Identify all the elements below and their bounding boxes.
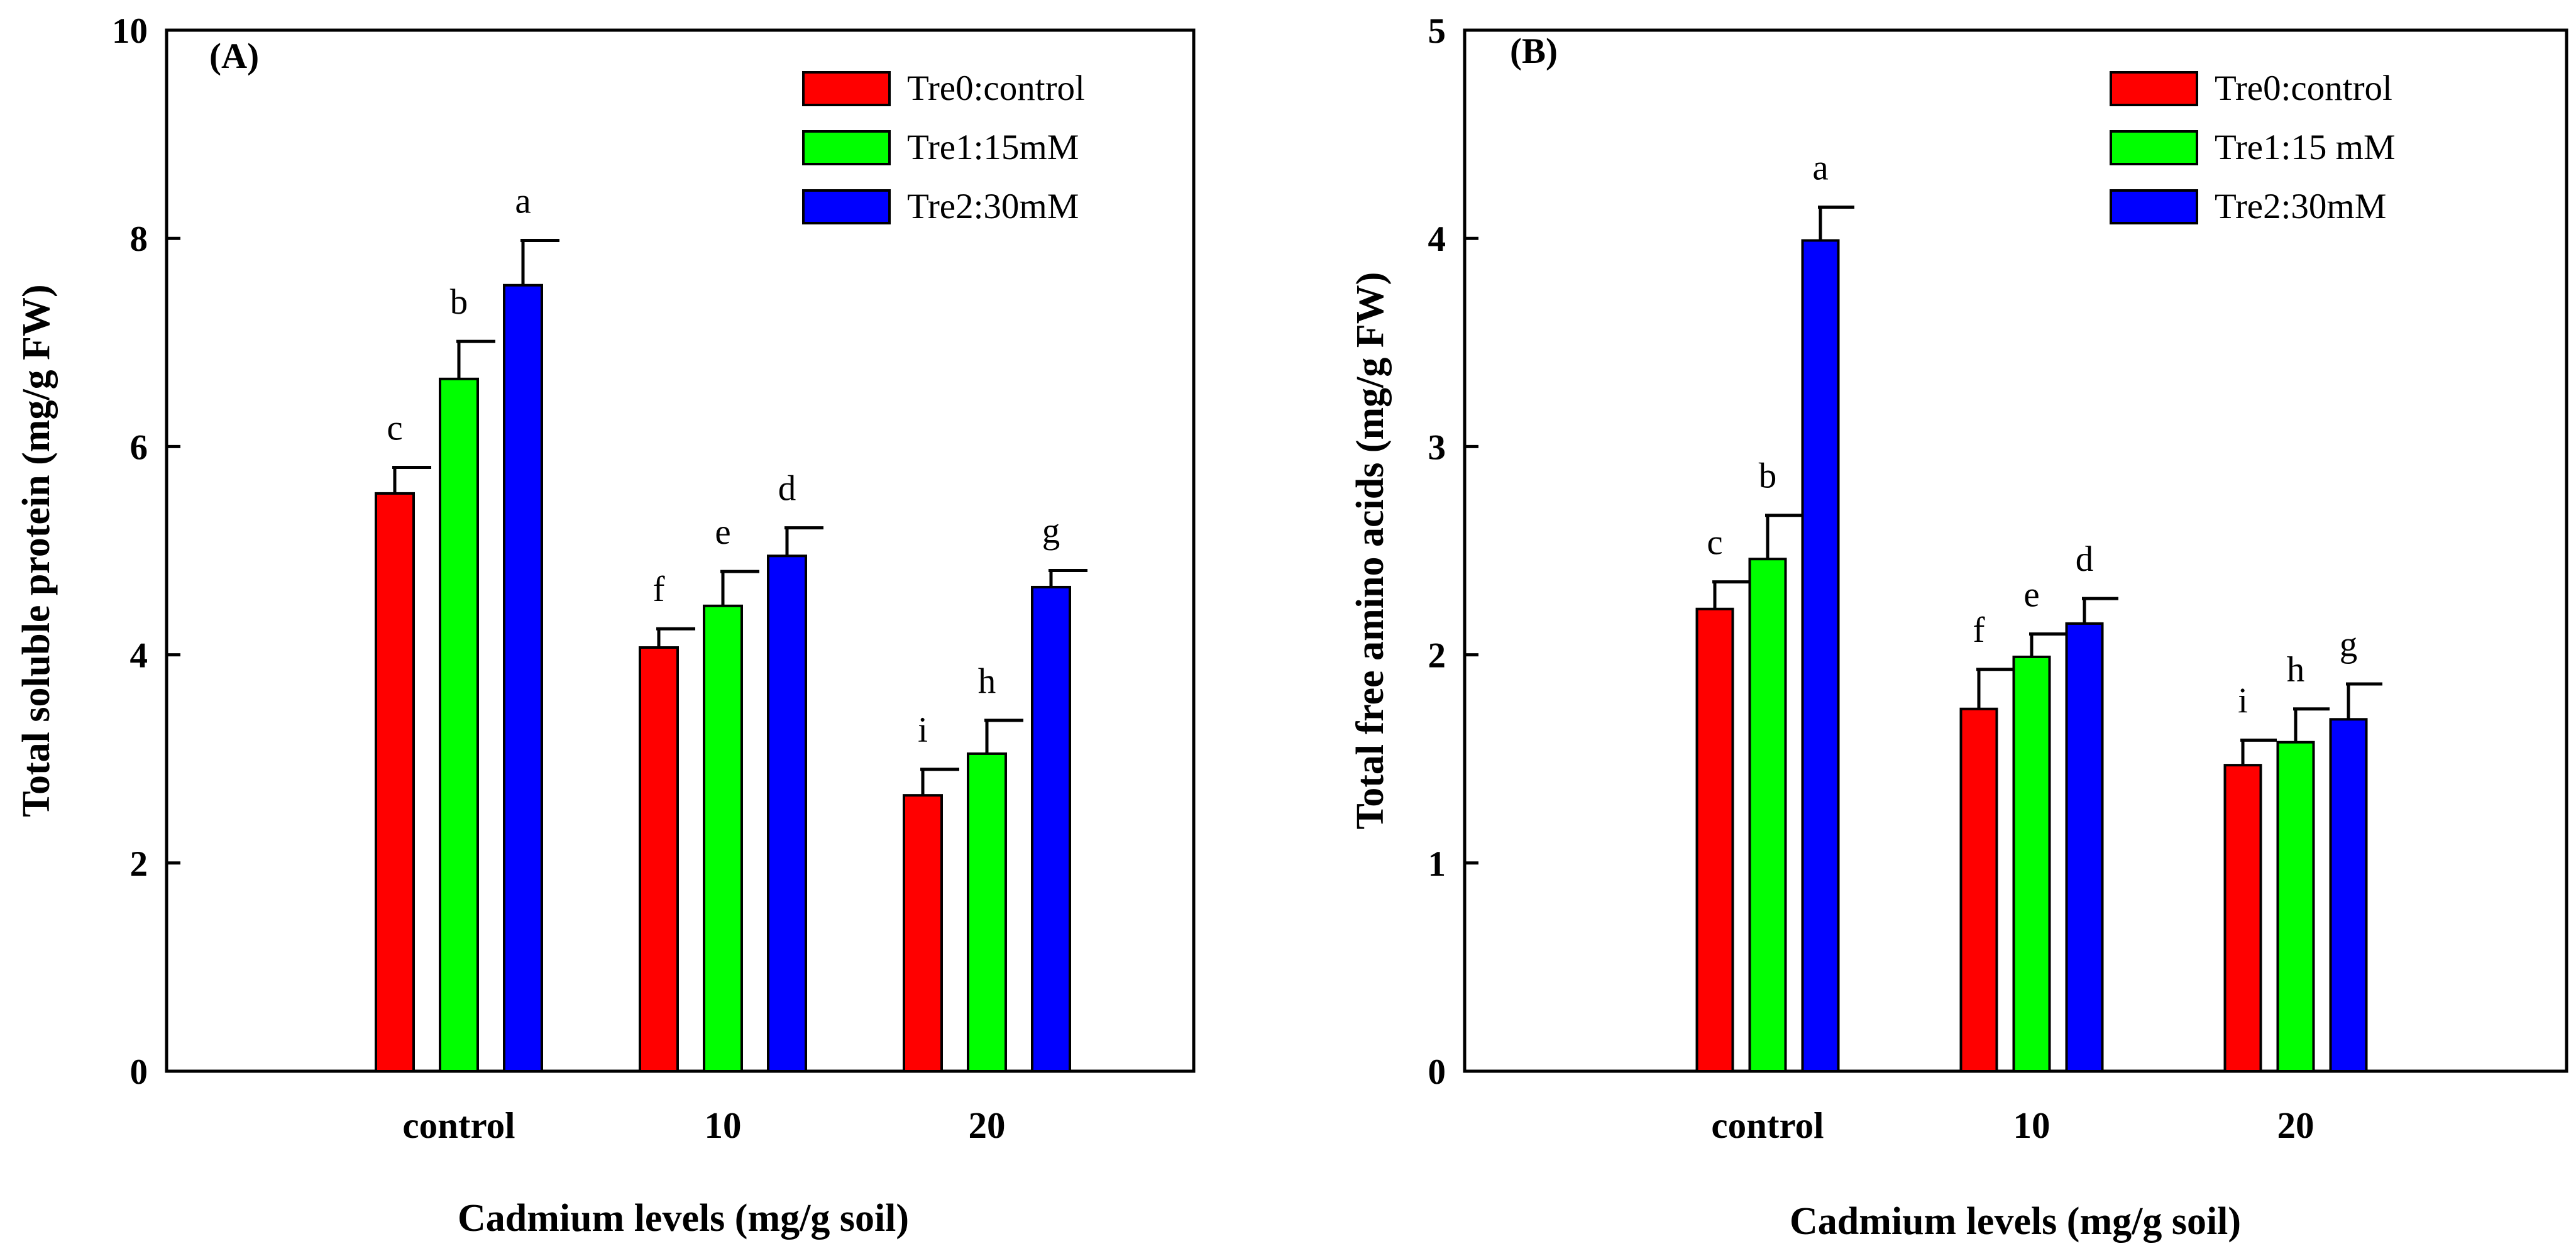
panel-a-legend: Tre0:control Tre1:15mM Tre2:30mM	[802, 69, 1085, 226]
bar-1-1	[703, 604, 743, 1072]
y-tick-label: 4	[130, 636, 148, 676]
y-tick-label: 3	[1428, 427, 1446, 467]
panel-a-y-axis-title: Total soluble protein (mg/g FW)	[15, 284, 58, 817]
bar-1-1	[2012, 655, 2051, 1072]
panel-b-significance-letters: c f i b e h a d g	[1707, 148, 2357, 721]
significance-letter: h	[978, 661, 996, 701]
panel-a-x-axis-title: Cadmium levels (mg/g soil)	[458, 1197, 909, 1240]
panel-b-legend: Tre0:control Tre1:15 mM Tre2:30mM	[2110, 69, 2396, 226]
bar-0-2	[903, 794, 943, 1073]
y-tick-label: 4	[1428, 219, 1446, 259]
panel-b-x-axis: control 10 20	[1711, 1057, 2315, 1146]
x-category-label: 20	[969, 1105, 1006, 1146]
panel-a-label: (A)	[209, 36, 259, 76]
significance-letter: h	[2287, 650, 2305, 690]
significance-letter: g	[1042, 511, 1060, 551]
significance-letter: a	[1812, 148, 1828, 188]
significance-letter: b	[1759, 456, 1777, 496]
bar-2-0	[503, 284, 543, 1073]
bar-2-1	[767, 554, 807, 1072]
legend-label-0: Tre0:control	[907, 69, 1085, 108]
bar-0-1	[639, 646, 679, 1073]
panel-b-x-axis-title: Cadmium levels (mg/g soil)	[1790, 1200, 2241, 1243]
y-tick-label: 2	[1428, 636, 1446, 676]
bar-1-0	[439, 377, 479, 1072]
bar-1-2	[2276, 741, 2315, 1072]
significance-letter: i	[918, 710, 928, 750]
legend-label-0: Tre0:control	[2215, 69, 2392, 108]
legend-label-1: Tre1:15mM	[907, 128, 1079, 167]
panel-a-bars	[375, 284, 1071, 1073]
bar-2-1	[2065, 622, 2104, 1072]
bar-2-2	[2329, 718, 2368, 1072]
legend-swatch-0	[802, 71, 891, 106]
panel-b-y-axis-title: Total free amino acids (mg/g FW)	[1349, 272, 1392, 830]
y-tick-label: 10	[112, 11, 148, 51]
panel-a-error-bars	[392, 239, 1087, 796]
significance-letter: g	[2340, 625, 2358, 664]
panel-a-plot-frame	[165, 28, 1196, 1073]
significance-letter: b	[450, 282, 468, 322]
significance-letter: f	[1973, 610, 1985, 650]
legend-swatch-2	[2110, 189, 2198, 224]
y-tick-label: 0	[130, 1052, 148, 1092]
panel-a-x-axis: control 10 20	[402, 1057, 1006, 1146]
x-category-label: 10	[2013, 1105, 2050, 1146]
significance-letter: f	[653, 570, 665, 609]
panel-b-error-bars	[1712, 206, 2382, 766]
y-tick-label: 2	[130, 844, 148, 884]
x-category-label: 10	[705, 1105, 742, 1146]
bar-1-0	[1748, 558, 1787, 1072]
significance-letter: c	[387, 409, 402, 448]
bar-0-0	[375, 492, 415, 1072]
legend-swatch-1	[802, 130, 891, 165]
legend-label-2: Tre2:30mM	[907, 187, 1079, 226]
y-tick-label: 8	[130, 219, 148, 259]
significance-letter: e	[715, 512, 730, 552]
legend-label-1: Tre1:15 mM	[2215, 128, 2396, 167]
panel-a-significance-letters: c f i b e h a d g	[387, 182, 1060, 750]
panel-b: (B) Total free amino acids (mg/g FW) Cad…	[1349, 11, 2568, 1243]
y-tick-label: 6	[130, 427, 148, 467]
panel-b-label: (B)	[1510, 31, 1558, 71]
legend-swatch-0	[2110, 71, 2198, 106]
significance-letter: c	[1707, 523, 1722, 563]
bar-0-0	[1695, 607, 1734, 1072]
bar-0-1	[1959, 707, 1998, 1073]
y-tick-label: 5	[1428, 11, 1446, 51]
x-category-label: control	[1711, 1105, 1824, 1146]
bar-2-2	[1031, 585, 1071, 1072]
significance-letter: e	[2023, 575, 2039, 614]
panel-a: (A) Total soluble protein (mg/g FW) Cadm…	[15, 11, 1196, 1240]
legend-swatch-1	[2110, 130, 2198, 165]
x-category-label: 20	[2277, 1105, 2315, 1146]
bar-2-0	[1801, 239, 1840, 1073]
panel-a-y-axis: 0 2 4 6 8 10	[112, 11, 180, 1092]
bar-0-2	[2223, 764, 2262, 1072]
bar-1-2	[967, 752, 1007, 1073]
y-tick-label: 1	[1428, 844, 1446, 884]
significance-letter: a	[515, 182, 531, 221]
significance-letter: d	[2076, 539, 2094, 579]
y-tick-label: 0	[1428, 1052, 1446, 1092]
significance-letter: i	[2238, 681, 2248, 720]
significance-letter: d	[778, 469, 796, 509]
legend-swatch-2	[802, 189, 891, 224]
x-category-label: control	[402, 1105, 515, 1146]
legend-label-2: Tre2:30mM	[2215, 187, 2386, 226]
panel-b-y-axis: 0 1 2 3 4 5	[1428, 11, 1478, 1092]
